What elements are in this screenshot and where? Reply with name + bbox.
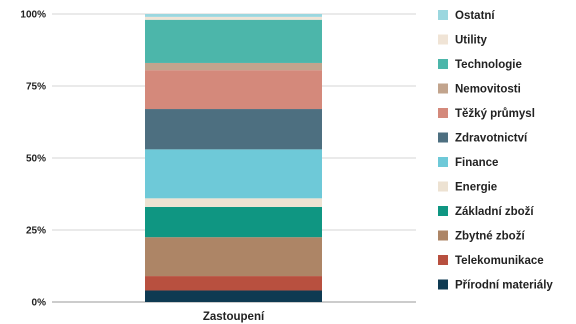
legend-item[interactable]: Utility [438, 34, 488, 47]
bar-segment[interactable] [145, 70, 322, 110]
bar-segment[interactable] [145, 62, 322, 71]
legend-item[interactable]: Přírodní materiály [438, 279, 553, 292]
bar-segment[interactable] [145, 14, 322, 17]
x-category-label: Zastoupení [203, 311, 265, 323]
legend-item[interactable]: Finance [438, 157, 498, 169]
legend-label: Nemovitosti [455, 84, 521, 96]
y-tick-label: 50% [26, 154, 46, 165]
legend-item[interactable]: Energie [438, 181, 497, 194]
bar-segment[interactable] [145, 237, 322, 277]
legend: Ostatní Utility Technologie Nemovitosti Těžk… [438, 10, 553, 292]
bar-segment[interactable] [145, 290, 322, 302]
legend-label: Telekomunikace [455, 255, 544, 267]
legend-item[interactable]: Základní zboží [438, 206, 534, 218]
legend-swatch [438, 10, 448, 20]
y-tick-label: 75% [26, 82, 46, 93]
legend-swatch [438, 230, 448, 241]
legend-label: Finance [455, 157, 498, 169]
legend-label: Technologie [455, 59, 522, 71]
legend-swatch [438, 279, 448, 290]
legend-item[interactable]: Technologie [438, 59, 522, 71]
legend-swatch [438, 206, 448, 216]
bar-segment[interactable] [145, 206, 322, 238]
legend-swatch [438, 59, 448, 69]
legend-label: Zdravotnictví [455, 133, 528, 145]
bar-segment[interactable] [145, 149, 322, 199]
legend-swatch [438, 255, 448, 265]
bar-segment[interactable] [145, 198, 322, 207]
legend-label: Ostatní [455, 10, 495, 22]
legend-label: Základní zboží [455, 206, 534, 218]
y-tick-label: 25% [26, 226, 46, 237]
bar-segment[interactable] [145, 19, 322, 63]
y-tick-label: 0% [32, 298, 47, 309]
legend-item[interactable]: Ostatní [438, 10, 495, 22]
stacked-bar [145, 14, 322, 302]
bar-segment[interactable] [145, 276, 322, 291]
legend-swatch [438, 34, 448, 45]
legend-swatch [438, 108, 448, 118]
y-tick-label: 100% [20, 10, 46, 21]
legend-label: Utility [455, 35, 488, 47]
bar-segment[interactable] [145, 109, 322, 150]
legend-label: Energie [455, 182, 497, 194]
legend-swatch [438, 157, 448, 167]
legend-swatch [438, 83, 448, 94]
legend-item[interactable]: Těžký průmysl [438, 108, 535, 120]
legend-label: Těžký průmysl [455, 108, 535, 120]
y-axis: 0% 25% 50% 75% 100% [20, 10, 46, 309]
legend-item[interactable]: Nemovitosti [438, 83, 521, 96]
x-axis: Zastoupení [203, 311, 265, 323]
legend-swatch [438, 132, 448, 143]
legend-label: Zbytné zboží [455, 231, 525, 243]
bar-segment[interactable] [145, 16, 322, 20]
legend-item[interactable]: Telekomunikace [438, 255, 544, 267]
legend-swatch [438, 181, 448, 192]
legend-item[interactable]: Zdravotnictví [438, 132, 528, 145]
legend-item[interactable]: Zbytné zboží [438, 230, 525, 243]
legend-label: Přírodní materiály [455, 280, 553, 292]
